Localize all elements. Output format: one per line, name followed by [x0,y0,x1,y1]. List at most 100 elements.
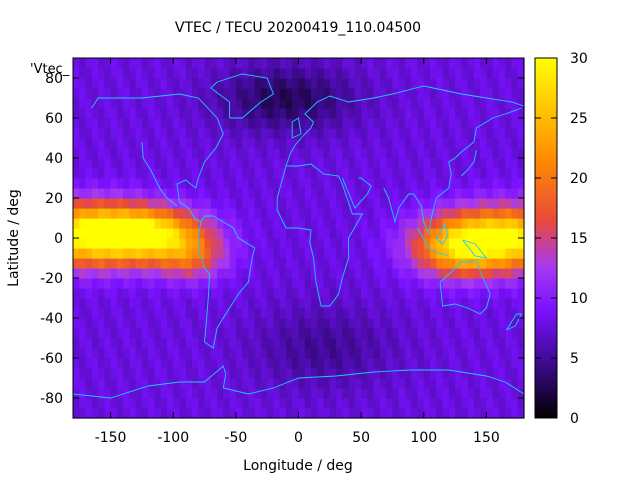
heatmap-cell [461,378,469,389]
heatmap-cell [223,228,231,239]
heatmap-cell [185,268,193,279]
heatmap-cell [430,198,437,209]
heatmap-cell [311,188,318,199]
heatmap-cell [486,58,494,69]
heatmap-cell [373,288,381,299]
heatmap-cell [285,278,293,289]
heatmap-cell [336,228,343,239]
heatmap-cell [204,198,212,209]
heatmap-cell [417,238,425,249]
heatmap-cell [129,258,137,269]
heatmap-cell [367,228,375,239]
heatmap-cell [279,158,287,169]
heatmap-cell [342,328,350,339]
heatmap-cell [448,358,456,369]
heatmap-cell [273,118,281,129]
heatmap-cell [104,348,112,359]
heatmap-cell [329,98,337,109]
heatmap-cell [129,148,137,159]
heatmap-cell [498,138,506,149]
heatmap-cell [154,258,162,269]
heatmap-cell [254,308,262,319]
heatmap-cell [285,408,293,419]
heatmap-cell [79,58,87,69]
heatmap-cell [73,288,80,299]
heatmap-cell [304,168,312,179]
heatmap-cell [192,398,199,409]
heatmap-cell [417,108,425,119]
heatmap-cell [379,398,387,409]
heatmap-cell [85,368,93,379]
heatmap-cell [254,238,262,249]
heatmap-cell [411,348,419,359]
heatmap-cell [392,338,400,349]
heatmap-cell [342,358,350,369]
heatmap-cell [123,268,130,279]
heatmap-cell [348,348,356,359]
heatmap-cell [467,78,475,89]
heatmap-cell [442,98,450,109]
heatmap-cell [260,188,268,199]
heatmap-cell [173,298,181,309]
heatmap-cell [204,258,212,269]
heatmap-cell [467,288,475,299]
heatmap-cell [492,198,500,209]
heatmap-cell [173,78,181,89]
heatmap-cell [292,58,300,69]
heatmap-cell [317,128,325,139]
heatmap-cell [98,108,105,119]
heatmap-cell [223,98,231,109]
heatmap-cell [154,168,162,179]
heatmap-cell [404,208,412,219]
heatmap-cell [267,308,275,319]
heatmap-cell [311,58,318,69]
heatmap-cell [505,338,513,349]
heatmap-cell [323,258,331,269]
heatmap-cell [311,228,318,239]
heatmap-cell [436,218,444,229]
heatmap-cell [279,238,287,249]
heatmap-cell [267,88,275,99]
heatmap-cell [129,168,137,179]
heatmap-cell [141,368,149,379]
heatmap-cell [160,318,168,329]
heatmap-cell [361,118,368,129]
heatmap-cell [348,318,356,329]
heatmap-cell [235,328,243,339]
heatmap-cell [79,288,87,299]
heatmap-cell [229,68,237,79]
heatmap-cell [285,328,293,339]
heatmap-cell [85,338,93,349]
heatmap-cell [204,218,212,229]
heatmap-cell [386,328,394,339]
heatmap-cell [116,208,124,219]
heatmap-cell [480,348,488,359]
heatmap-cell [185,338,193,349]
heatmap-cell [329,208,337,219]
heatmap-cell [98,158,105,169]
heatmap-cell [154,348,162,359]
heatmap-cell [311,288,318,299]
heatmap-cell [342,398,350,409]
heatmap-cell [304,118,312,129]
heatmap-cell [198,408,206,419]
heatmap-cell [411,128,419,139]
heatmap-cell [404,268,412,279]
heatmap-cell [492,258,500,269]
heatmap-cell [492,218,500,229]
heatmap-cell [229,218,237,229]
heatmap-cell [279,178,287,189]
heatmap-cell [248,198,256,209]
heatmap-cell [417,368,425,379]
heatmap-cell [285,358,293,369]
heatmap-cell [423,168,431,179]
heatmap-cell [223,138,231,149]
heatmap-cell [148,208,156,219]
heatmap-cell [273,188,281,199]
heatmap-cell [398,238,406,249]
heatmap-cell [311,308,318,319]
heatmap-cell [217,118,224,129]
heatmap-cell [223,148,231,159]
heatmap-cell [260,368,268,379]
